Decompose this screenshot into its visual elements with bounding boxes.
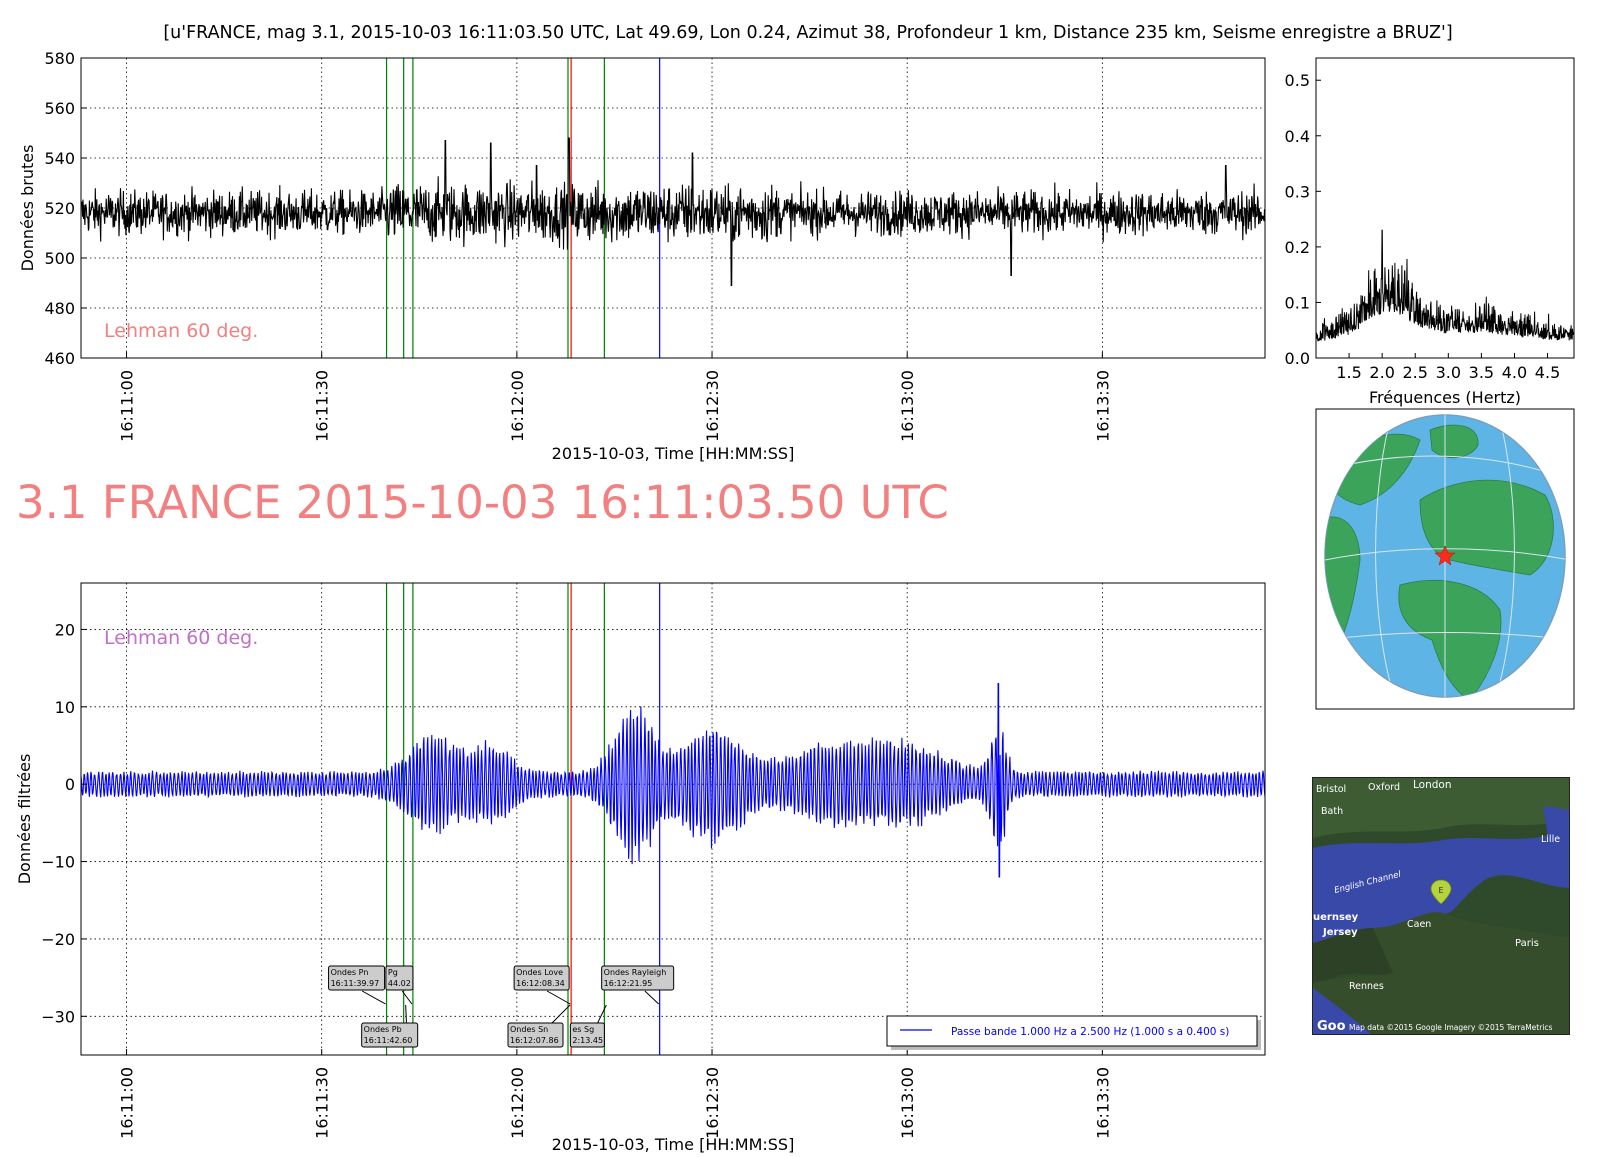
spectrum-x-tick-label: 3.5: [1469, 363, 1494, 382]
satellite-map-inset: Bristol Oxford London Bath English Chann…: [1312, 777, 1570, 1035]
y-tick-label: −30: [41, 1007, 75, 1026]
phase-callout-name: es Sg: [572, 1025, 594, 1034]
y-tick-label: 460: [44, 349, 75, 368]
svg-text:E: E: [1438, 886, 1443, 895]
spectrum-y-tick-label: 0.1: [1285, 293, 1310, 312]
x-tick-label: 16:11:00: [118, 1067, 137, 1139]
y-tick-label: 0: [65, 775, 75, 794]
spectrum-x-tick-label: 2.5: [1403, 363, 1428, 382]
y-tick-label: 580: [44, 49, 75, 68]
spectrum-y-tick-label: 0.2: [1285, 238, 1310, 257]
x-tick-label: 16:12:00: [508, 1067, 527, 1139]
phase-callout: Ondes Love 16:12:08.34: [513, 965, 571, 1005]
phase-callout: Ondes Sn 16:12:07.86: [507, 1004, 571, 1048]
spectrum-x-tick-label: 3.0: [1436, 363, 1461, 382]
map-label-bristol: Bristol: [1316, 784, 1346, 795]
x-tick-label: 16:12:30: [703, 370, 722, 442]
filtered-seismogram-panel: Ondes Pn 16:11:39.97 Ondes Pb 16:11:42.60 Pg…: [15, 582, 1266, 1154]
phase-callout-name: Pg: [388, 968, 398, 977]
y-tick-label: −20: [41, 930, 75, 949]
legend-label: Passe bande 1.000 Hz a 2.500 Hz (1.000 s…: [951, 1026, 1229, 1038]
phase-callout-name: Ondes Pb: [364, 1025, 402, 1034]
spectrum-x-axis-label: Fréquences (Hertz): [1369, 388, 1521, 407]
figure-header: [u'FRANCE, mag 3.1, 2015-10-03 16:11:03.…: [163, 23, 1452, 43]
x-tick-label: 16:11:30: [313, 1067, 332, 1139]
x-tick-label: 16:11:30: [313, 370, 332, 442]
spectrum-y-tick-label: 0.4: [1285, 127, 1310, 146]
y-tick-label: 540: [44, 149, 75, 168]
filtered-y-axis-label: Données filtrées: [15, 754, 34, 885]
x-tick-label: 16:13:00: [898, 370, 917, 442]
x-tick-label: 16:12:30: [703, 1067, 722, 1139]
spectrum-line: [1315, 229, 1575, 342]
phase-callout: Ondes Pb 16:11:42.60: [361, 1004, 419, 1048]
y-tick-label: 500: [44, 249, 75, 268]
big-title: 3.1 FRANCE 2015-10-03 16:11:03.50 UTC: [16, 476, 949, 529]
y-tick-label: 560: [44, 99, 75, 118]
phase-callout-name: Ondes Love: [516, 968, 563, 977]
spectrum-x-tick-label: 4.0: [1502, 363, 1527, 382]
map-label-oxford: Oxford: [1368, 782, 1400, 793]
filtered-legend: Passe bande 1.000 Hz a 2.500 Hz (1.000 s…: [886, 1015, 1261, 1050]
spectrum-y-tick-label: 0.3: [1285, 182, 1310, 201]
y-tick-label: 520: [44, 199, 75, 218]
spectrum-x-tick-label: 2.0: [1369, 363, 1394, 382]
filtered-x-axis-label: 2015-10-03, Time [HH:MM:SS]: [552, 1135, 795, 1154]
map-attribution: Map data ©2015 Google Imagery ©2015 Terr…: [1349, 1023, 1553, 1032]
raw-x-axis-label: 2015-10-03, Time [HH:MM:SS]: [552, 444, 795, 463]
map-pin-icon: E: [1430, 879, 1452, 905]
raw-seismogram-panel: 16:11:00 16:11:30 16:12:00 16:12:30 16:13:00…: [18, 49, 1266, 463]
y-tick-label: 10: [55, 698, 75, 717]
raw-trace-line: [80, 137, 1266, 287]
x-tick-label: 16:12:00: [508, 370, 527, 442]
map-label-london: London: [1413, 779, 1452, 791]
raw-y-axis-label: Données brutes: [18, 145, 37, 272]
y-tick-label: 480: [44, 299, 75, 318]
phase-callout-time: 2:13.45: [572, 1036, 603, 1045]
filtered-trace-line: [80, 683, 1266, 878]
phase-callout-time: 16:11:39.97: [331, 979, 380, 988]
phase-callout-name: Ondes Rayleigh: [604, 968, 667, 977]
y-tick-label: −10: [41, 853, 75, 872]
phase-callout-time: 44.02: [388, 979, 411, 988]
raw-annotation: Lehman 60 deg.: [104, 320, 258, 342]
phase-callout-time: 16:11:42.60: [364, 1036, 413, 1045]
filtered-annotation: Lehman 60 deg.: [104, 627, 258, 649]
x-tick-label: 16:13:30: [1093, 370, 1112, 442]
phase-callout-name: Ondes Sn: [510, 1025, 548, 1034]
phase-callout: es Sg 2:13.45: [569, 1004, 607, 1048]
epicenter-star-icon: [1434, 545, 1456, 566]
spectrum-x-tick-label: 1.5: [1336, 363, 1361, 382]
spectrum-x-tick-label: 4.5: [1535, 363, 1560, 382]
map-label-lille: Lille: [1541, 834, 1560, 845]
globe-inset: [1315, 408, 1575, 710]
x-tick-label: 16:11:00: [118, 370, 137, 442]
map-label-guernsey: uernsey: [1313, 912, 1359, 923]
map-label-caen: Caen: [1407, 919, 1431, 930]
map-label-jersey: Jersey: [1322, 927, 1358, 938]
spectrum-y-tick-label: 0.5: [1285, 71, 1310, 90]
phase-callout-time: 16:12:21.95: [604, 979, 653, 988]
map-logo: Goo: [1317, 1019, 1346, 1034]
y-tick-label: 20: [55, 620, 75, 639]
phase-callout: Ondes Rayleigh 16:12:21.95: [601, 965, 675, 1005]
phase-callout-time: 16:12:07.86: [510, 1036, 559, 1045]
spectrum-y-tick-label: 0.0: [1285, 349, 1310, 368]
map-label-rennes: Rennes: [1349, 981, 1384, 992]
map-label-bath: Bath: [1321, 806, 1343, 817]
x-tick-label: 16:13:30: [1093, 1067, 1112, 1139]
map-label-paris: Paris: [1515, 938, 1539, 949]
phase-callout-time: 16:12:08.34: [516, 979, 565, 988]
spectrum-panel: 1.5 2.0 2.5 3.0 3.5 4.0 4.50.00.10.20.30.40.5 …: [1285, 57, 1575, 407]
phase-callout: Ondes Pn 16:11:39.97: [328, 965, 386, 1005]
phase-callout: Pg 44.02: [385, 965, 414, 1005]
phase-callout-name: Ondes Pn: [331, 968, 369, 977]
x-tick-label: 16:13:00: [898, 1067, 917, 1139]
